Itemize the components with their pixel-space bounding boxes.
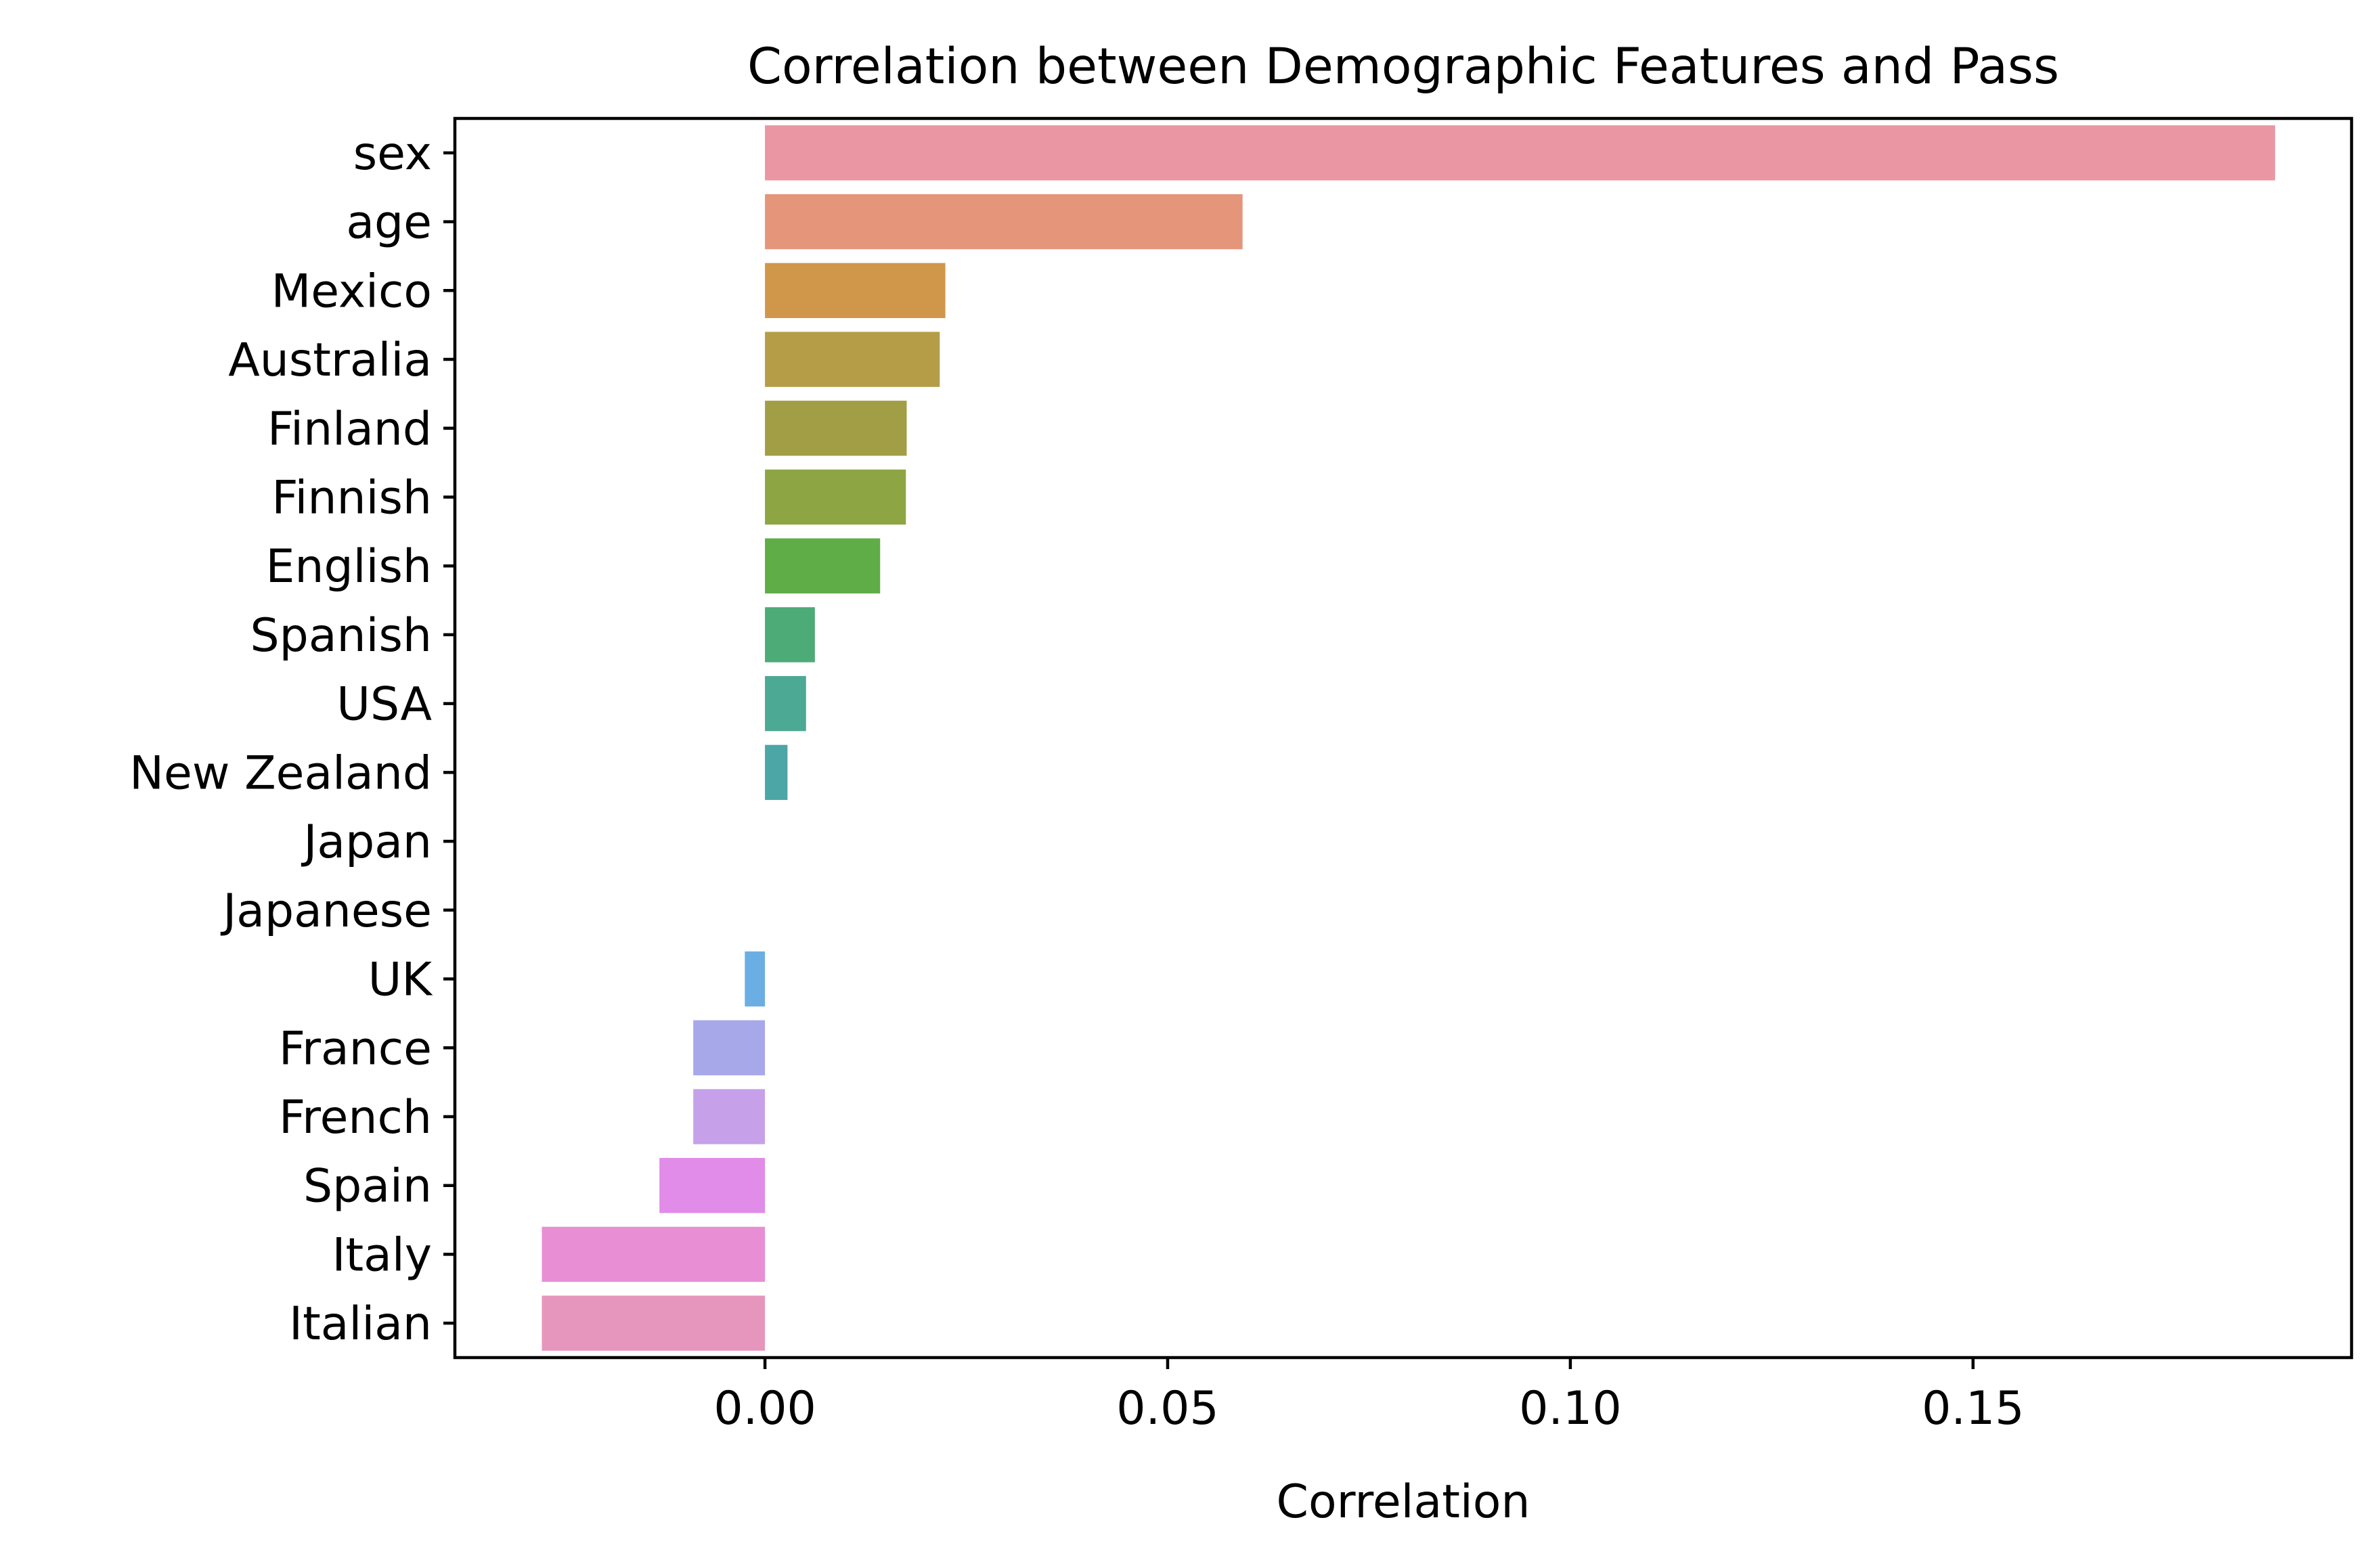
x-axis-ticks: 0.00 0.05 0.10 0.15 bbox=[713, 1358, 2024, 1435]
x-tick-label: 0.10 bbox=[1519, 1382, 1621, 1435]
x-tick-label: 0.05 bbox=[1116, 1382, 1218, 1435]
y-tick-label: Spanish bbox=[250, 609, 432, 663]
bar-new-zealand bbox=[765, 744, 788, 801]
chart-title: Correlation between Demographic Features… bbox=[747, 38, 2059, 95]
x-axis-label: Correlation bbox=[1277, 1475, 1530, 1529]
y-tick-label: Finnish bbox=[271, 471, 432, 524]
bar-finnish bbox=[765, 469, 906, 525]
bar-sex bbox=[765, 125, 2275, 181]
y-tick-label: Japanese bbox=[220, 885, 432, 938]
y-tick-label: sex bbox=[353, 127, 432, 181]
y-tick-label: Mexico bbox=[271, 265, 432, 318]
bar-france bbox=[693, 1020, 766, 1075]
bar-english bbox=[765, 538, 881, 594]
bar-spanish bbox=[765, 607, 815, 663]
bar-age bbox=[765, 194, 1243, 250]
y-tick-label: Australia bbox=[228, 334, 432, 387]
bars-group bbox=[542, 125, 2275, 1351]
y-tick-label: English bbox=[265, 540, 432, 594]
bar-french bbox=[693, 1089, 766, 1144]
y-tick-label: Italian bbox=[289, 1297, 432, 1351]
y-tick-label: Japan bbox=[301, 815, 432, 869]
bar-finland bbox=[765, 401, 907, 456]
plot-frame bbox=[453, 116, 2354, 1360]
y-tick-label: USA bbox=[336, 678, 432, 732]
bar-mexico bbox=[765, 263, 946, 318]
bar-italy bbox=[542, 1226, 766, 1282]
y-axis-ticks: sex age Mexico Australia Finland Finnish Engli… bbox=[129, 127, 455, 1351]
y-tick-label: French bbox=[279, 1091, 432, 1144]
y-tick-label: France bbox=[279, 1022, 432, 1075]
y-tick-label: Spain bbox=[303, 1160, 432, 1213]
bar-spain bbox=[659, 1158, 766, 1213]
y-tick-label: age bbox=[346, 196, 432, 250]
y-tick-label: UK bbox=[368, 954, 434, 1007]
bar-australia bbox=[765, 332, 940, 387]
bar-italian bbox=[542, 1295, 766, 1351]
bar-usa bbox=[765, 675, 806, 732]
y-tick-label: Italy bbox=[332, 1228, 432, 1282]
x-tick-label: 0.00 bbox=[713, 1382, 816, 1435]
x-tick-label: 0.15 bbox=[1922, 1382, 2024, 1435]
y-tick-label: New Zealand bbox=[129, 746, 432, 800]
y-tick-label: Finland bbox=[267, 403, 432, 456]
bar-uk bbox=[745, 951, 766, 1007]
